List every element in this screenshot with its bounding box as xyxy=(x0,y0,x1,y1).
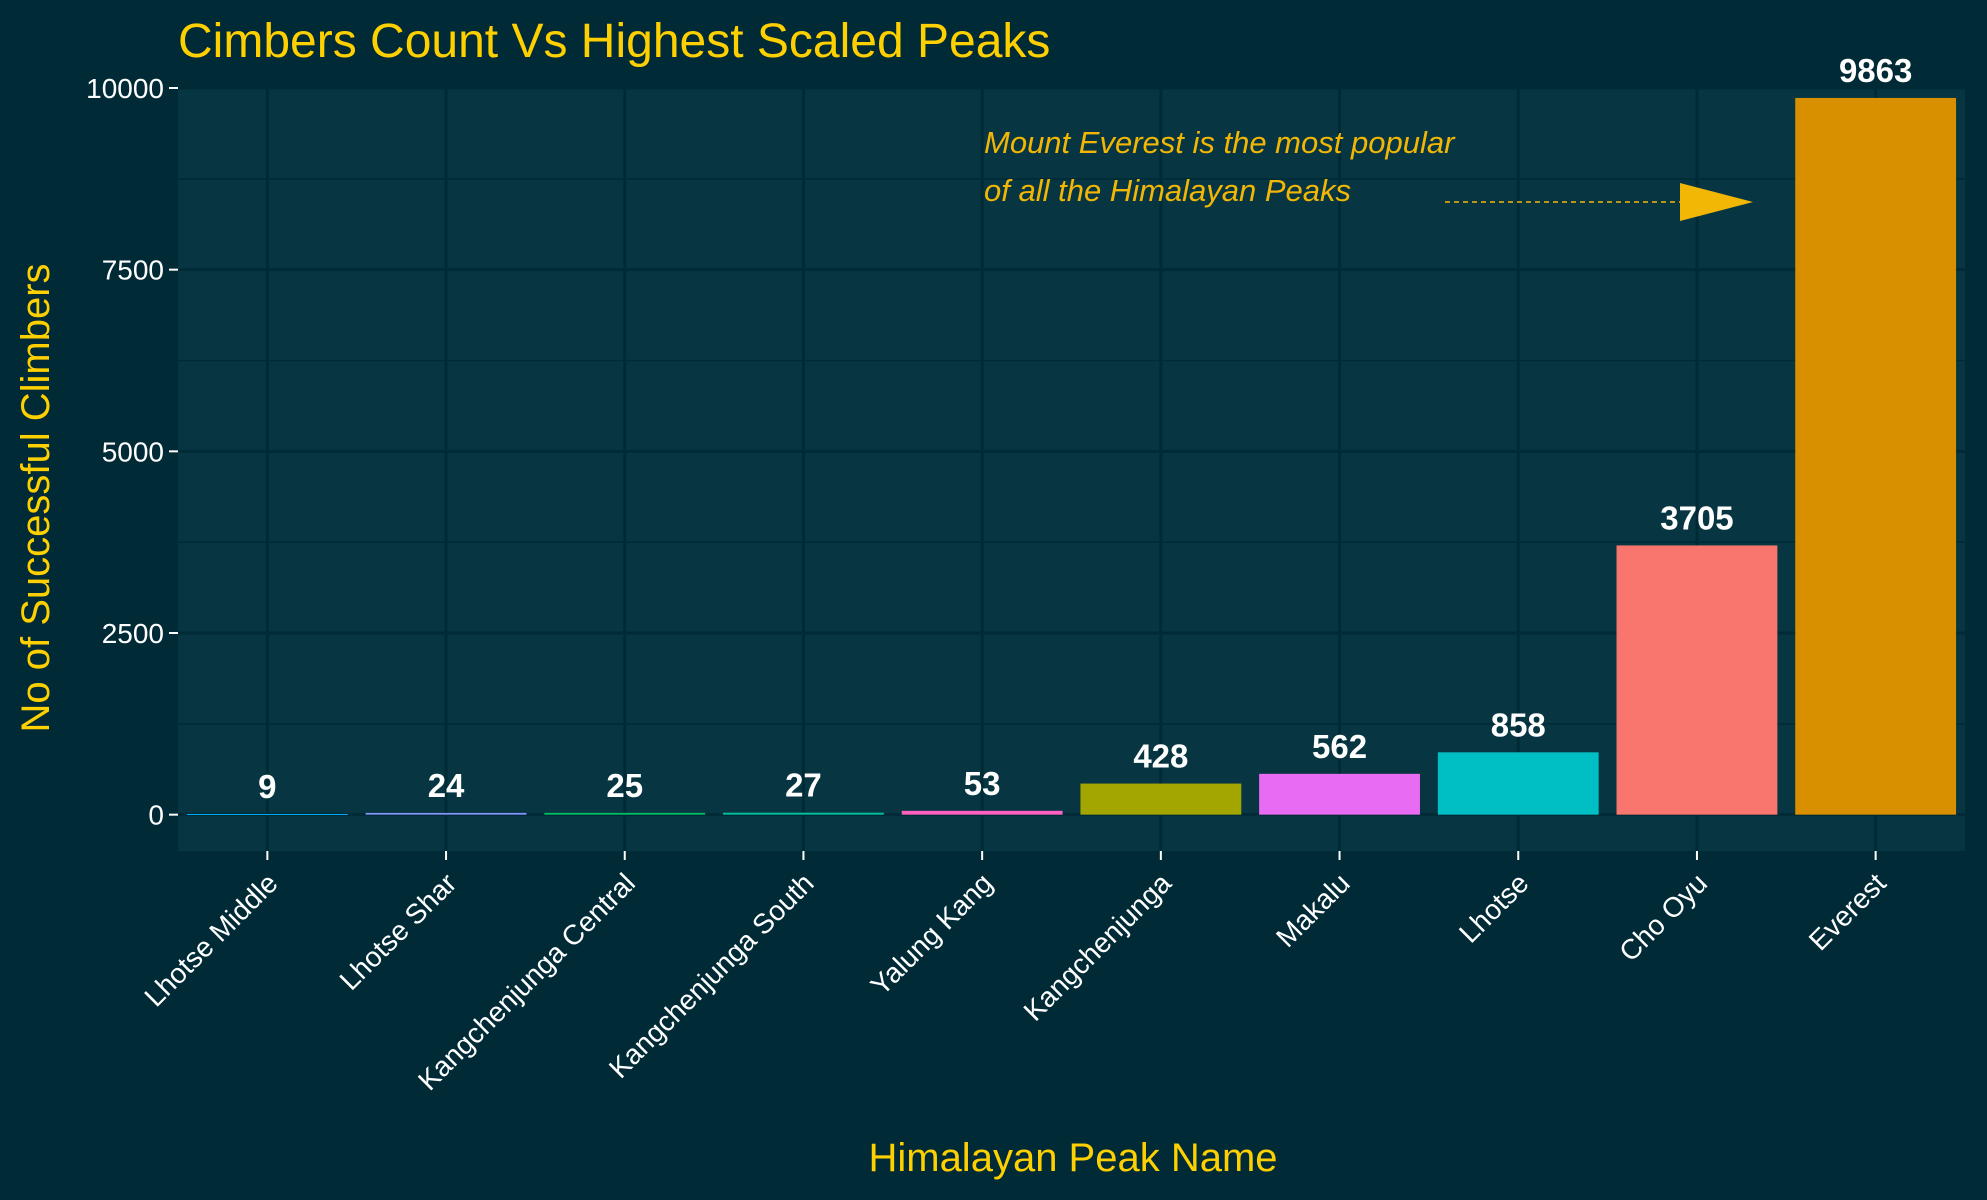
bar-value-label: 562 xyxy=(1312,728,1367,765)
y-tick-label: 7500 xyxy=(102,255,164,286)
bar-value-label: 3705 xyxy=(1660,499,1733,536)
y-tick-label: 0 xyxy=(148,800,164,831)
annotation-line-1: Mount Everest is the most popular xyxy=(984,125,1456,160)
y-tick-label: 5000 xyxy=(102,436,164,467)
bar xyxy=(723,812,884,815)
value-labels: 9 24 25 27 53 428 562 858 3705 9863 xyxy=(258,52,1912,805)
bar-value-label: 9 xyxy=(258,768,276,805)
bar-value-label: 53 xyxy=(964,765,1001,802)
bar xyxy=(1437,752,1599,815)
bar-value-label: 858 xyxy=(1491,706,1546,743)
bar-value-label: 428 xyxy=(1133,738,1188,775)
y-axis-title: No of Successful Climbers xyxy=(14,263,58,732)
y-tick-label: 2500 xyxy=(102,618,164,649)
bar xyxy=(1080,783,1242,815)
bar xyxy=(1259,773,1420,815)
y-tick-label: 10000 xyxy=(86,73,164,104)
annotation: Mount Everest is the most popular of all… xyxy=(984,125,1753,221)
bar xyxy=(1795,97,1957,815)
bars xyxy=(186,97,1957,816)
bar xyxy=(544,812,706,815)
annotation-line-2: of all the Himalayan Peaks xyxy=(984,173,1351,208)
bar-value-label: 24 xyxy=(428,767,465,804)
bar-value-label: 9863 xyxy=(1839,52,1912,89)
y-axis-ticks: 0 2500 5000 7500 10000 xyxy=(86,73,178,831)
bar-value-label: 25 xyxy=(606,767,643,804)
x-axis-title: Himalayan Peak Name xyxy=(868,1136,1277,1180)
bar xyxy=(901,810,1063,815)
bar xyxy=(1616,545,1778,815)
bar-value-label: 27 xyxy=(785,767,822,804)
bar xyxy=(186,814,348,816)
bar xyxy=(365,812,527,815)
chart-title: Cimbers Count Vs Highest Scaled Peaks xyxy=(178,15,1050,68)
annotation-arrow-head xyxy=(1680,183,1753,221)
